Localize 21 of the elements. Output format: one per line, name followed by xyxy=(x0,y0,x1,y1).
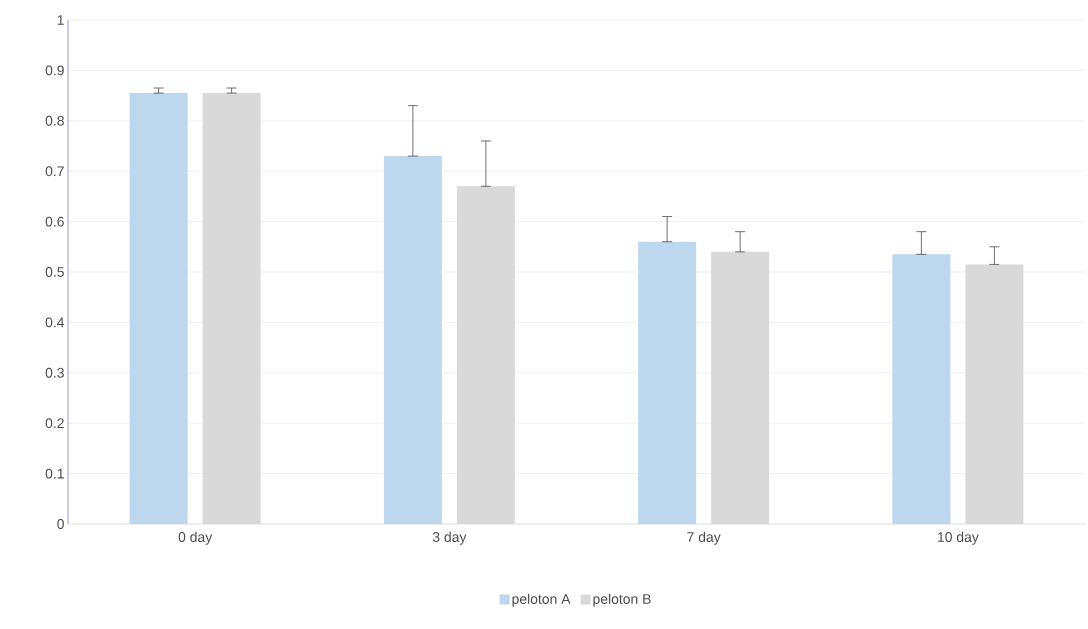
y-tick-label: 0.6 xyxy=(45,216,64,227)
bar xyxy=(892,254,951,524)
x-tick-label: 10 day xyxy=(938,531,979,545)
y-tick-label: 0.8 xyxy=(45,115,64,126)
bar xyxy=(383,156,442,524)
x-tick-label: 7 day xyxy=(687,531,721,545)
y-tick-label: 0.9 xyxy=(45,65,64,76)
x-tick-label: 0 day xyxy=(178,531,213,545)
legend-label: peloton A xyxy=(512,593,571,607)
y-tick-label: 1 xyxy=(57,15,64,25)
y-tick-label: 0 xyxy=(57,519,64,529)
y-tick-label: 0.3 xyxy=(45,367,64,378)
bar xyxy=(129,93,188,524)
legend-label: peloton B xyxy=(593,593,651,607)
x-tick-label: 3 day xyxy=(432,531,467,545)
y-tick-label: 0.2 xyxy=(45,418,64,429)
y-tick-label: 0.5 xyxy=(45,267,64,277)
y-tick-label: 0.4 xyxy=(45,317,65,328)
y-tick-label: 0.7 xyxy=(45,166,64,177)
bar xyxy=(638,241,697,524)
y-tick-label: 0.1 xyxy=(45,468,64,479)
